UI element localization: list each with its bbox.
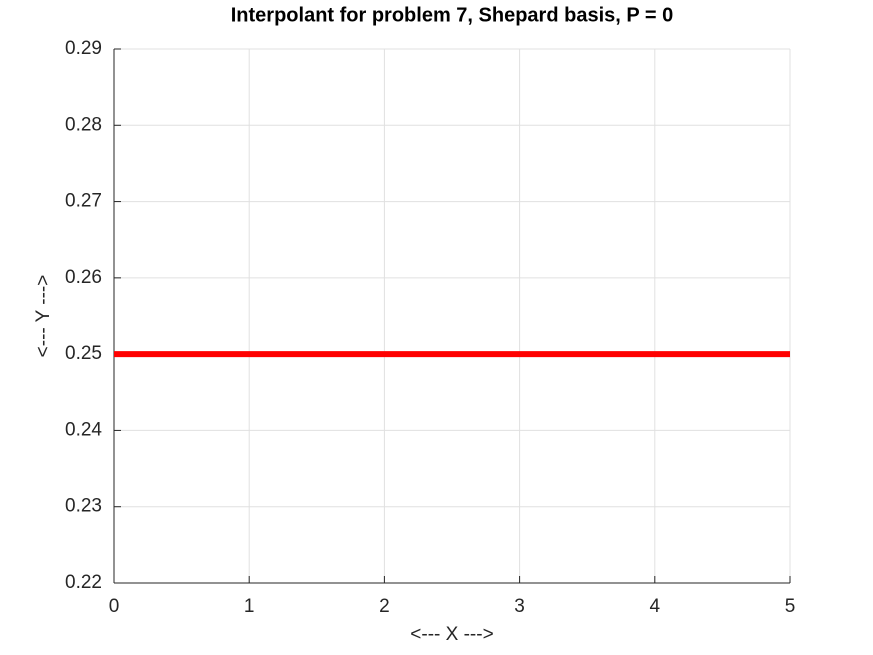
chart-title: Interpolant for problem 7, Shepard basis… bbox=[231, 4, 674, 26]
y-tick-label: 0.25 bbox=[65, 343, 102, 364]
x-tick-label: 4 bbox=[650, 596, 661, 617]
x-tick-label: 2 bbox=[379, 596, 390, 617]
x-tick-label: 0 bbox=[109, 596, 120, 617]
y-tick-label: 0.27 bbox=[65, 191, 102, 212]
y-tick-label: 0.24 bbox=[65, 419, 102, 440]
x-tick-label: 5 bbox=[785, 596, 796, 617]
x-tick-label: 3 bbox=[514, 596, 525, 617]
y-tick-label: 0.28 bbox=[65, 114, 102, 135]
x-tick-label: 1 bbox=[244, 596, 255, 617]
y-axis-label: <--- Y ---> bbox=[33, 275, 54, 358]
y-tick-label: 0.29 bbox=[65, 38, 102, 59]
x-axis-label: <--- X ---> bbox=[410, 624, 493, 645]
y-tick-label: 0.26 bbox=[65, 267, 102, 288]
y-tick-label: 0.22 bbox=[65, 572, 102, 593]
y-tick-label: 0.23 bbox=[65, 496, 102, 517]
